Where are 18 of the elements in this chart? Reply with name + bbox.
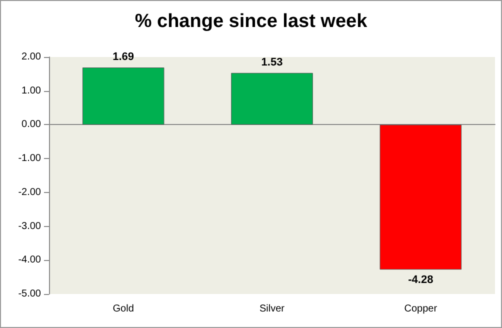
bar [82,67,164,125]
bar [380,124,462,270]
x-tick-label: Copper [404,304,438,314]
y-tick-label: 2.00 [22,52,42,62]
y-tick-label: 0.00 [22,119,42,130]
data-label: 1.69 [112,50,134,63]
y-tick-label: -1.00 [18,153,42,164]
y-tick-label: -4.00 [18,254,42,266]
y-tick-label: -2.00 [18,186,42,198]
chart-title: % change since last week [134,11,368,32]
bar [231,72,313,125]
data-label: 1.53 [261,56,283,68]
x-tick-label: Gold [112,304,134,314]
y-tick-label: -3.00 [18,220,42,232]
data-label: -4.28 [408,274,434,286]
y-tick-label: -5.00 [18,288,42,300]
y-tick-label: 1.00 [22,85,42,96]
x-tick-label: Silver [259,304,286,314]
